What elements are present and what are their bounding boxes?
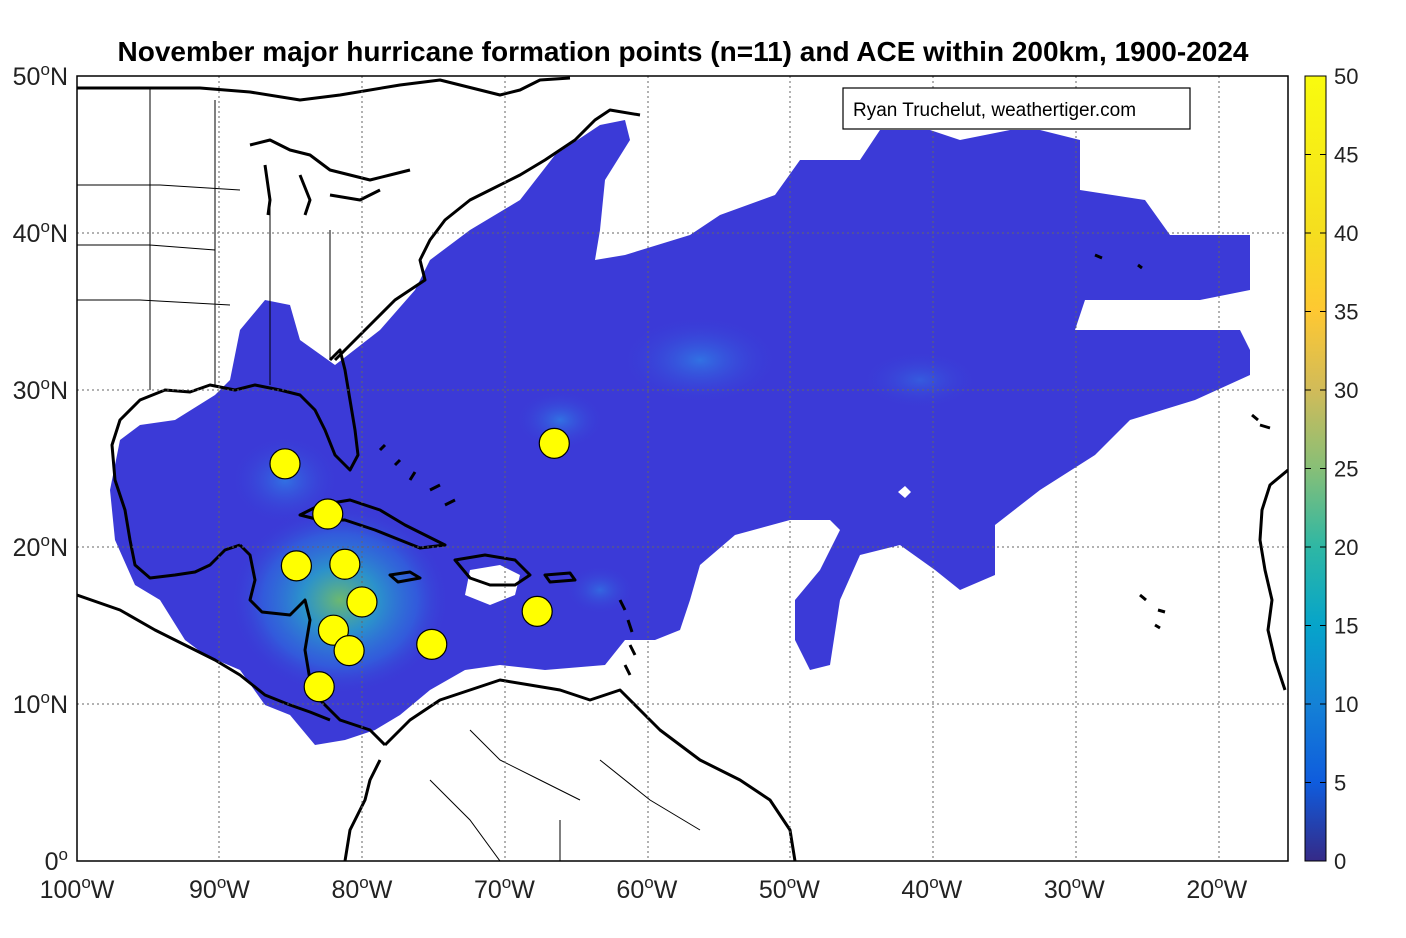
ace-hotspot bbox=[230, 505, 450, 695]
y-axis-tick-label: 50oN bbox=[13, 60, 68, 91]
y-axis-tick-label: 30oN bbox=[13, 374, 68, 405]
x-axis-tick-label: 90oW bbox=[189, 873, 250, 904]
x-axis-tick-label: 20oW bbox=[1186, 873, 1247, 904]
chart-title: November major hurricane formation point… bbox=[117, 36, 1249, 67]
x-axis-ticks: 100oW 90oW 80oW 70oW 60oW 50oW 40oW 30oW 20oW bbox=[40, 873, 1248, 904]
colorbar-ticks: 0 5 10 15 20 25 30 35 40 45 50 bbox=[1305, 64, 1358, 874]
state-borders bbox=[77, 88, 701, 861]
gridlines bbox=[77, 76, 1288, 861]
colorbar-tick-label: 15 bbox=[1334, 614, 1358, 639]
plot-frame bbox=[76, 75, 1289, 862]
x-axis-tick-label: 40oW bbox=[901, 873, 962, 904]
y-axis-tick-label: 40oN bbox=[13, 217, 68, 248]
formation-point-marker bbox=[346, 586, 378, 618]
formation-point-marker bbox=[538, 427, 570, 459]
x-axis-tick-label: 80oW bbox=[331, 873, 392, 904]
formation-points bbox=[269, 427, 570, 703]
x-axis-tick-label: 70oW bbox=[474, 873, 535, 904]
x-axis-tick-label: 60oW bbox=[616, 873, 677, 904]
colorbar-tick-label: 5 bbox=[1334, 771, 1346, 796]
formation-point-marker bbox=[312, 498, 344, 530]
colorbar-tick-label: 40 bbox=[1334, 221, 1358, 246]
coastlines bbox=[77, 76, 1288, 861]
colorbar-tick-label: 20 bbox=[1334, 535, 1358, 560]
credit-text: Ryan Truchelut, weathertiger.com bbox=[853, 100, 1136, 121]
x-axis-tick-label: 100oW bbox=[40, 873, 115, 904]
colorbar-tick-label: 0 bbox=[1334, 849, 1346, 874]
formation-point-marker bbox=[303, 671, 335, 703]
colorbar-tick-label: 30 bbox=[1334, 378, 1358, 403]
colorbar-tick-label: 45 bbox=[1334, 143, 1358, 168]
y-axis-tick-label: 20oN bbox=[13, 531, 68, 562]
formation-point-marker bbox=[416, 628, 448, 660]
formation-point-marker bbox=[269, 448, 301, 480]
colorbar-tick-label: 35 bbox=[1334, 300, 1358, 325]
credit-box bbox=[842, 87, 1191, 130]
x-axis-tick-label: 30oW bbox=[1044, 873, 1105, 904]
formation-point-marker bbox=[280, 550, 313, 582]
x-axis-tick-label: 50oW bbox=[759, 873, 820, 904]
formation-point-marker bbox=[329, 548, 361, 580]
y-axis-tick-label: 10oN bbox=[13, 688, 68, 719]
y-axis-ticks: 0o 10oN 20oN 30oN 40oN 50oN bbox=[13, 60, 68, 876]
y-axis-tick-label: 0o bbox=[45, 845, 68, 876]
formation-point-marker bbox=[333, 635, 365, 667]
formation-point-marker bbox=[521, 595, 553, 627]
colorbar-tick-label: 10 bbox=[1334, 692, 1358, 717]
colorbar-tick-label: 50 bbox=[1334, 64, 1358, 89]
colorbar-tick-label: 25 bbox=[1334, 457, 1358, 482]
